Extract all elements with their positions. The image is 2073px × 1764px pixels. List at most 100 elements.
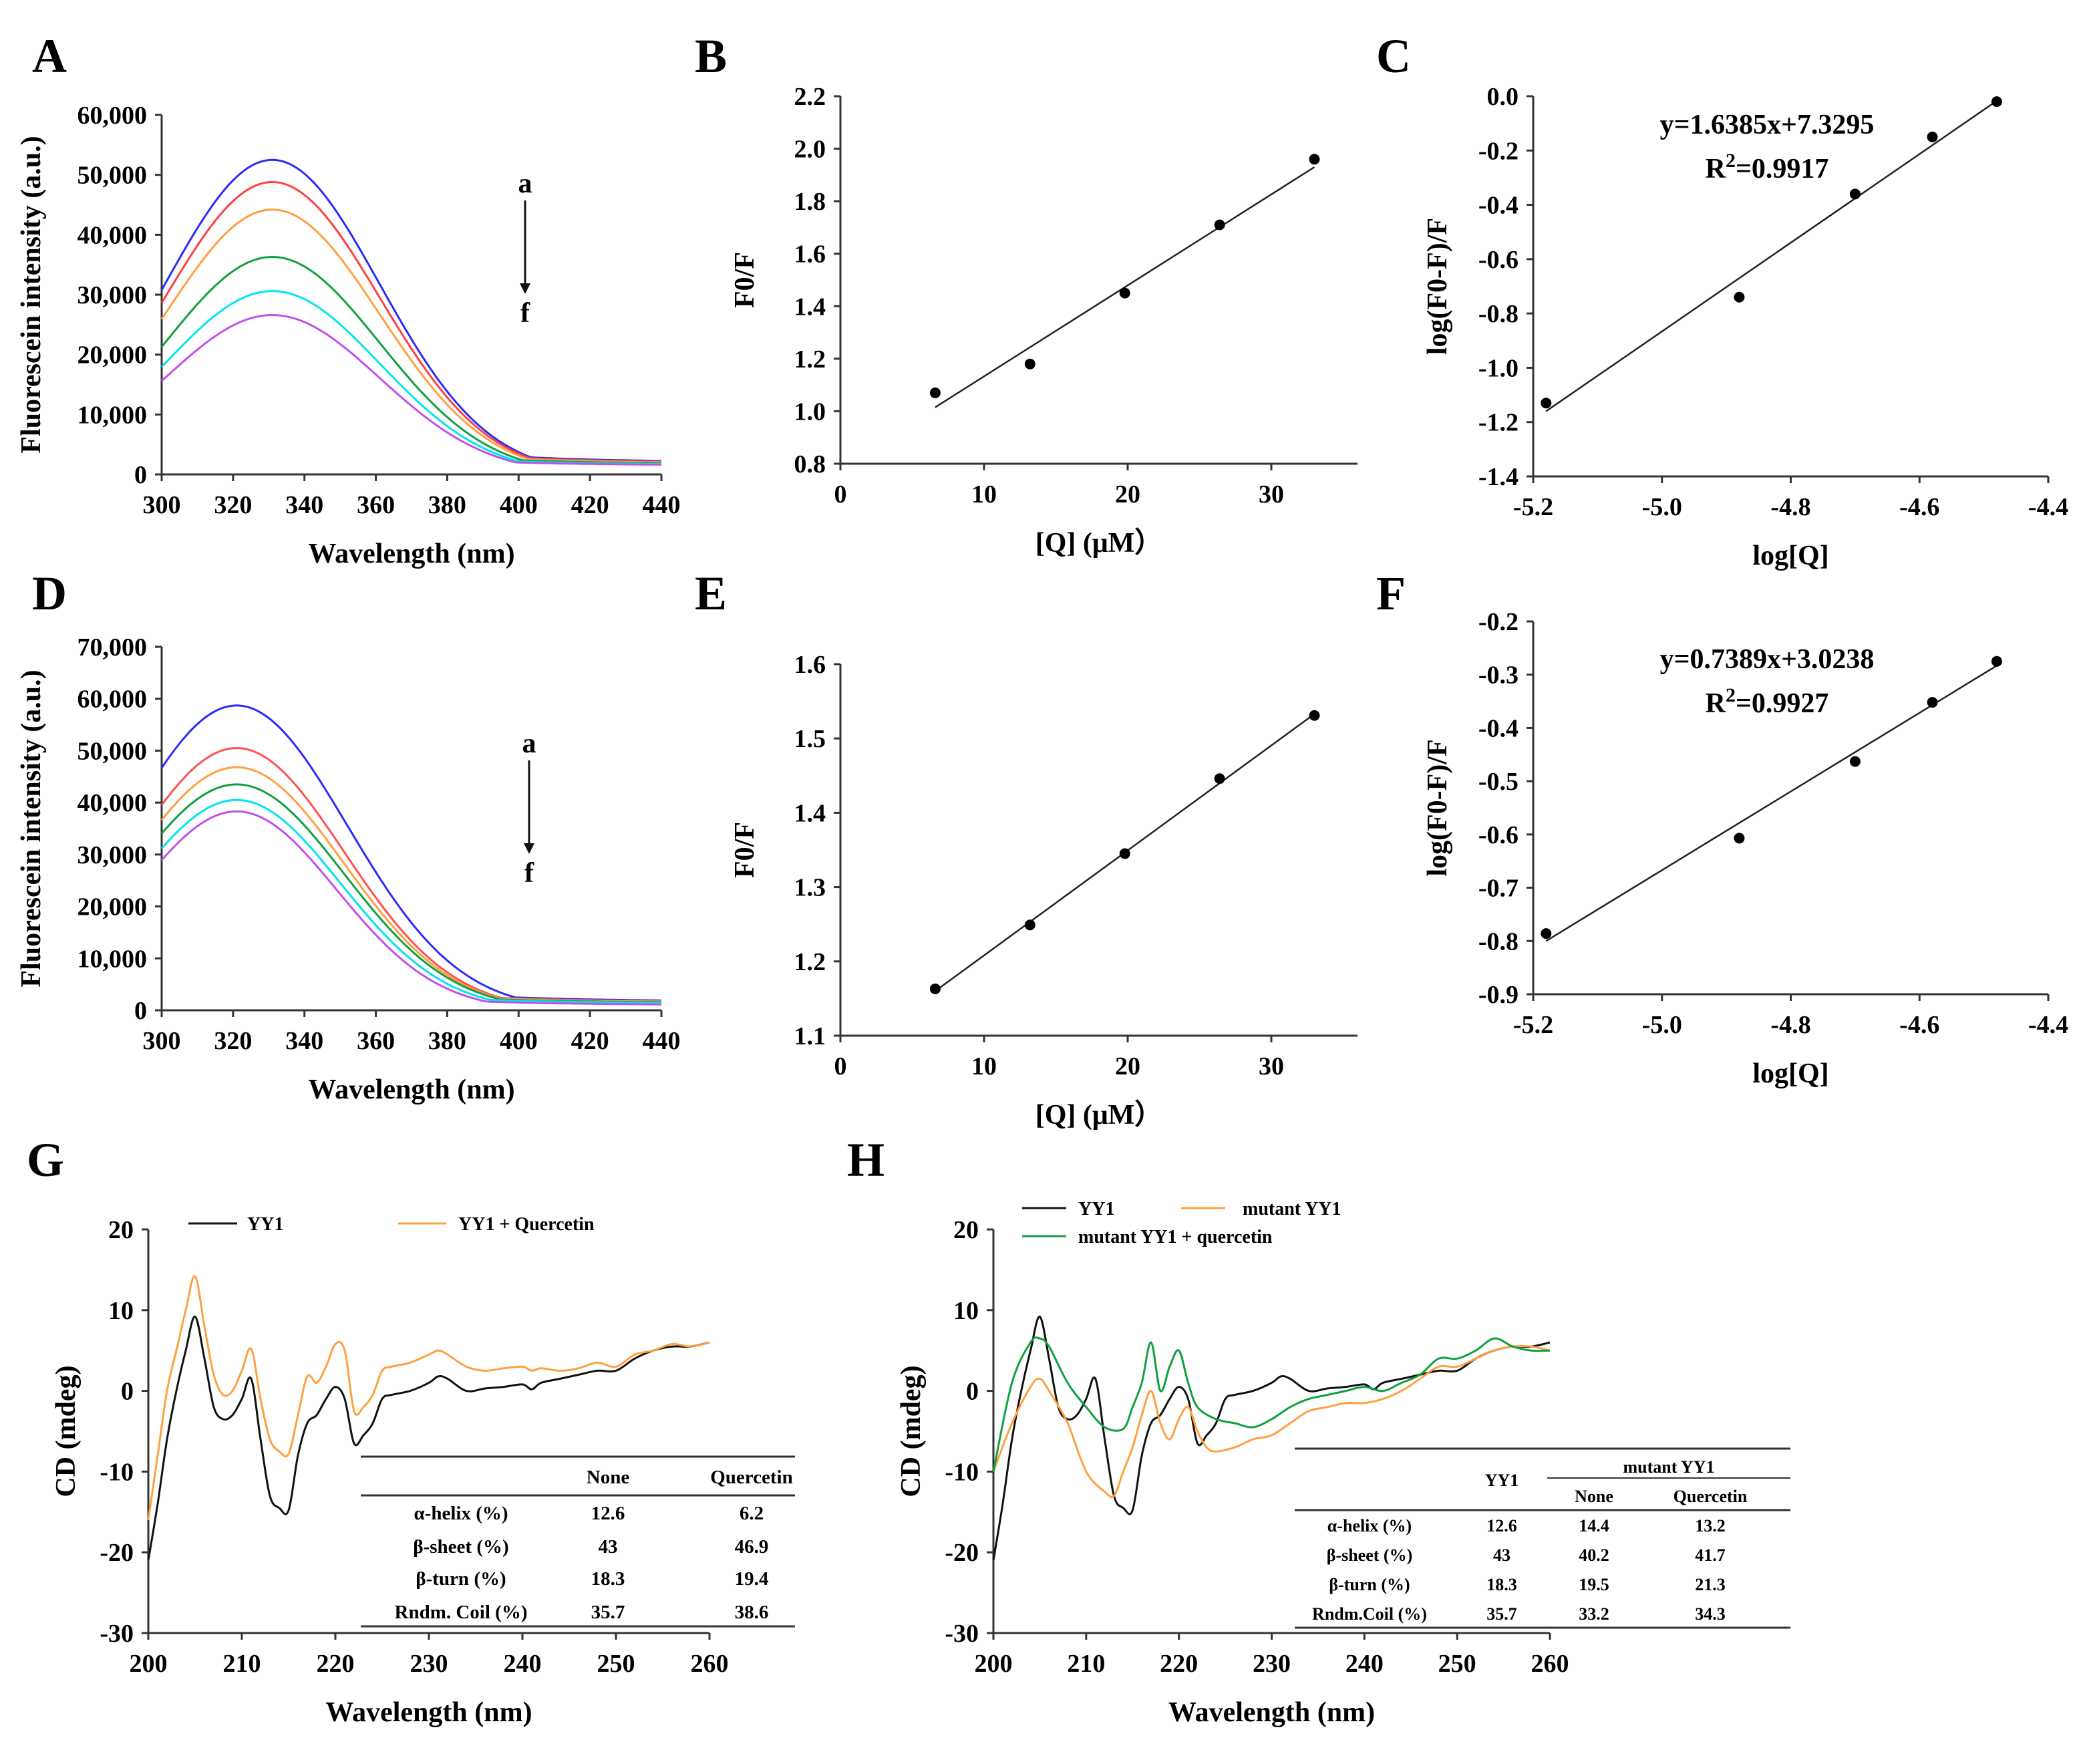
y-tick-label: -1.0 [1478, 354, 1519, 382]
y-tick-label: 50,000 [77, 162, 148, 190]
x-tick-label: 230 [1253, 1650, 1291, 1678]
table-cell: β-sheet (%) [413, 1536, 508, 1558]
y-tick-label: -1.2 [1478, 409, 1519, 437]
x-tick-label: 240 [504, 1650, 542, 1678]
data-point [1214, 773, 1225, 784]
y-tick-label: -0.2 [1478, 137, 1519, 165]
x-tick-label: -4.8 [1770, 493, 1810, 521]
r-squared-prefix: R [1706, 688, 1726, 719]
x-tick-label: 420 [571, 491, 609, 519]
y-tick-label: 10,000 [77, 945, 148, 973]
table-cell: α-helix (%) [1327, 1516, 1412, 1535]
y-tick-label: 20 [953, 1216, 979, 1244]
y-tick-label: -0.2 [1478, 608, 1519, 636]
regression-equation: y=1.6385x+7.3295 [1660, 110, 1875, 140]
r-squared-value: =0.9927 [1736, 688, 1828, 719]
chart-panel-a: 300 320 340 360 380 400 420 440 0 10,000 20,000 30,… [16, 29, 681, 569]
y-tick-label: 1.4 [794, 293, 826, 321]
series-line-yy1 [992, 1315, 1551, 1561]
x-tick-label: 200 [130, 1650, 168, 1678]
x-tick-label: 30 [1259, 480, 1284, 508]
table-cell: 33.2 [1579, 1604, 1609, 1624]
legend: YY1 mutant YY1 mutant YY1 + quercetin [1022, 1199, 1341, 1247]
x-tick-label: -5.0 [1642, 493, 1682, 521]
table-cell: 12.6 [591, 1503, 625, 1524]
chart-panel-d: 300 320 340 360 380 400 420 440 0 10,000 20,000 30,… [16, 567, 681, 1105]
table-cell: 41.7 [1695, 1546, 1726, 1565]
y-tick-label: 1.3 [794, 874, 826, 902]
y-tick-label: 1.5 [794, 725, 826, 753]
x-tick-label: -5.2 [1513, 493, 1553, 521]
series-line-yy1 [147, 1315, 710, 1561]
r-squared-prefix: R [1706, 154, 1726, 184]
x-tick-label: 20 [1115, 1052, 1140, 1080]
y-tick-label: 30,000 [77, 281, 148, 309]
y-tick-label: -20 [945, 1539, 979, 1567]
chart-panel-g: 200 210 220 230 240 250 260 -30 -20 -10 0 10 20 Wavel… [27, 1133, 795, 1728]
fit-line [1545, 100, 1998, 412]
data-point [1991, 96, 2002, 108]
y-tick-label: 40,000 [77, 789, 148, 817]
data-point [1309, 710, 1320, 721]
x-tick-label: 20 [1115, 480, 1140, 508]
x-tick-label: 230 [410, 1650, 448, 1678]
legend-label: mutant YY1 [1243, 1199, 1341, 1219]
panel-label: G [27, 1133, 64, 1187]
x-tick-label: 300 [143, 491, 181, 519]
data-point [1734, 291, 1745, 303]
table-cell: 19.5 [1579, 1575, 1609, 1594]
table-cell: 12.6 [1486, 1516, 1517, 1535]
chart-panel-e: 0 10 20 30 1.1 1.2 1.3 1.4 1.5 1.6 [Q] (μM） F0/F E [695, 567, 1358, 1131]
table-cell: β-sheet (%) [1327, 1546, 1413, 1565]
y-tick-label: 60,000 [77, 686, 148, 714]
series-line-mutant-yy1 [992, 1344, 1551, 1499]
y-tick-label: 1.2 [794, 345, 826, 374]
table-cell: 14.4 [1579, 1516, 1609, 1535]
data-point [1927, 697, 1938, 708]
table-cell: Rndm.Coil (%) [1312, 1604, 1427, 1624]
y-tick-label: 70,000 [77, 633, 148, 662]
y-axis-label: CD (mdeg) [51, 1365, 82, 1497]
x-tick-label: 420 [571, 1027, 609, 1055]
y-tick-label: 10 [108, 1297, 134, 1325]
table-column-header: None [587, 1467, 630, 1488]
table-cell: 19.4 [735, 1568, 769, 1590]
arrow-label-bottom: f [520, 298, 530, 329]
x-tick-label: 0 [834, 480, 847, 508]
y-axis-label: CD (mdeg) [896, 1365, 927, 1497]
y-tick-label: 0 [121, 1378, 134, 1406]
series-line-a [160, 158, 661, 462]
y-axis-label: log(F0-F)/F [1422, 218, 1453, 355]
table-cell: 43 [1493, 1546, 1510, 1565]
table-cell: 46.9 [735, 1536, 769, 1558]
y-tick-label: 0 [966, 1378, 979, 1406]
chart-panel-h: 200 210 220 230 240 250 260 -30 -20 -10 0 10 20 Wavel… [847, 1133, 1790, 1728]
data-point [1991, 655, 2002, 667]
table-cell: 40.2 [1579, 1546, 1609, 1565]
y-tick-label: 20 [108, 1216, 134, 1244]
panel-label: C [1376, 29, 1411, 83]
series-line-f [160, 313, 661, 466]
panel-label: F [1376, 567, 1406, 620]
arrow-label-bottom: f [524, 858, 534, 889]
structure-table: mutant YY1 YY1 None Quercetin α-helix (%) 12.… [1295, 1447, 1790, 1629]
data-point [1541, 928, 1552, 939]
table-cell: β-turn (%) [1329, 1575, 1410, 1594]
y-tick-label: 0 [134, 461, 147, 489]
panel-label: E [695, 567, 727, 620]
x-tick-label: 250 [597, 1650, 635, 1678]
x-tick-label: 10 [971, 1052, 997, 1080]
regression-equation: y=0.7389x+3.0238 [1660, 644, 1875, 675]
chart-panel-c: -5.2 -5.0 -4.8 -4.6 -4.4 -1.4 -1.2 -1.0 -0.8 -0.6… [1376, 29, 2068, 571]
y-tick-label: -30 [945, 1620, 979, 1648]
x-tick-label: 320 [214, 1027, 252, 1055]
y-axis-label: Fluorescein intensity (a.u.) [16, 136, 47, 453]
x-tick-label: 250 [1438, 1650, 1476, 1678]
x-tick-label: 240 [1345, 1650, 1384, 1678]
table-cell: β-turn (%) [416, 1568, 506, 1590]
y-tick-label: 0.8 [794, 450, 826, 478]
x-axis-label: log[Q] [1752, 541, 1828, 571]
table-cell: 35.7 [1486, 1604, 1517, 1624]
table-cell: 13.2 [1695, 1516, 1726, 1535]
data-point [1309, 154, 1320, 165]
